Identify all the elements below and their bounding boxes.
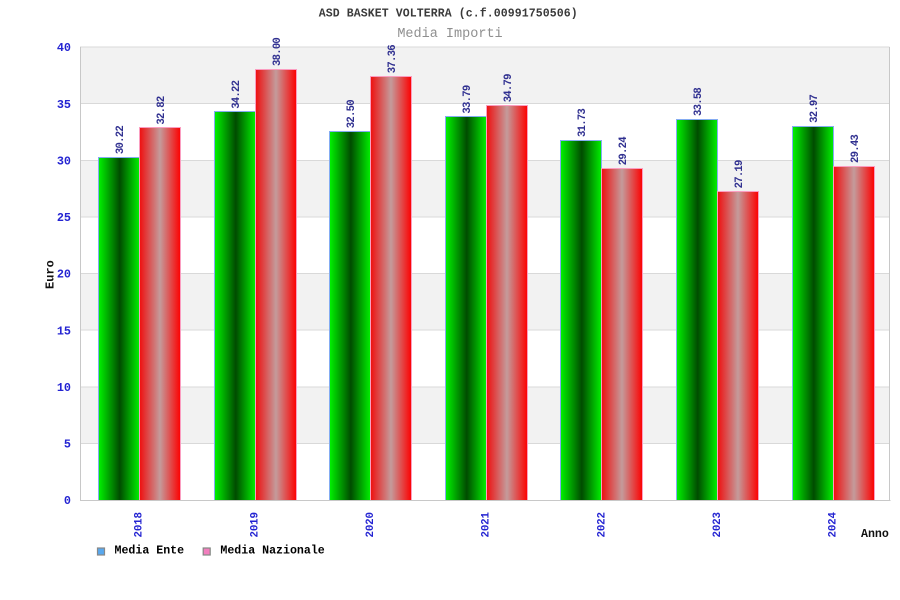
svg-text:35: 35 [57,98,71,112]
svg-text:29.43: 29.43 [850,135,862,163]
svg-text:37.36: 37.36 [387,45,399,73]
svg-text:2023: 2023 [712,512,724,537]
svg-text:2020: 2020 [365,512,377,537]
svg-text:2019: 2019 [249,512,261,537]
svg-text:Media Ente: Media Ente [115,545,185,558]
svg-text:30: 30 [57,154,71,168]
svg-text:Euro: Euro [43,260,57,289]
svg-text:5: 5 [64,438,71,452]
svg-text:2022: 2022 [596,512,608,537]
svg-text:2024: 2024 [828,512,840,538]
svg-text:25: 25 [57,211,71,225]
svg-text:33.79: 33.79 [462,85,474,113]
svg-text:27.19: 27.19 [734,160,746,188]
svg-text:Media Importi: Media Importi [397,27,502,42]
svg-text:0: 0 [64,494,71,508]
svg-text:20: 20 [57,268,71,282]
svg-text:Media Nazionale: Media Nazionale [220,545,324,558]
svg-text:38.00: 38.00 [272,38,284,66]
svg-text:33.58: 33.58 [693,88,705,116]
svg-text:31.73: 31.73 [577,109,589,137]
svg-text:29.24: 29.24 [618,136,630,165]
svg-text:32.97: 32.97 [809,94,821,122]
svg-text:30.22: 30.22 [115,126,127,154]
svg-text:40: 40 [57,41,71,55]
svg-text:Anno: Anno [861,528,889,541]
svg-text:15: 15 [57,324,71,338]
svg-text:34.79: 34.79 [503,74,515,102]
svg-text:2018: 2018 [134,512,146,537]
svg-text:10: 10 [57,381,71,395]
svg-text:2021: 2021 [481,512,493,538]
svg-text:ASD BASKET VOLTERRA (c.f.00991: ASD BASKET VOLTERRA (c.f.00991750506) [319,8,578,21]
svg-text:32.50: 32.50 [346,100,358,128]
svg-text:34.22: 34.22 [231,80,243,108]
svg-text:32.82: 32.82 [156,96,168,124]
